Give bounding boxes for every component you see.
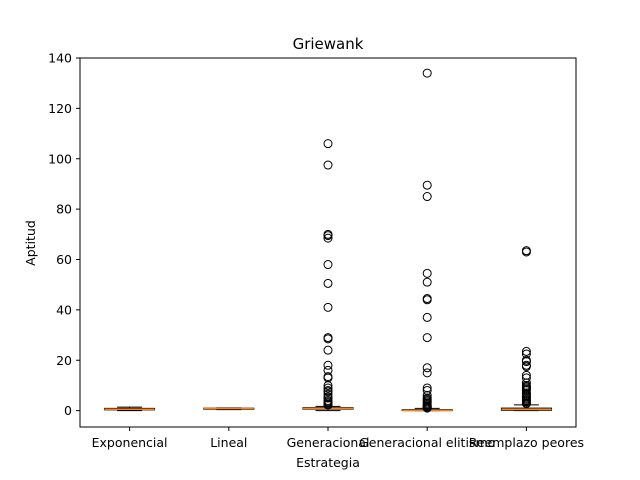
- outlier-point: [323, 334, 333, 344]
- outlier-point: [422, 368, 432, 378]
- y-tick-label: 80: [56, 202, 72, 217]
- x-tick-label: Exponencial: [92, 435, 168, 450]
- x-axis-label: Estrategia: [296, 455, 360, 470]
- x-tick-label: Generacional elitismo: [359, 435, 495, 450]
- outlier-point: [323, 139, 333, 149]
- x-tick-label: Lineal: [210, 435, 247, 450]
- outlier-point: [422, 180, 432, 190]
- outlier-point: [521, 247, 531, 257]
- outlier-point: [323, 387, 333, 397]
- box-group: [401, 68, 453, 413]
- outlier-point: [323, 278, 333, 288]
- outlier-point: [422, 268, 432, 278]
- box-group: [203, 407, 255, 411]
- x-axis: Exponencial Lineal GeneracionalGeneraciona…: [92, 427, 584, 450]
- y-tick-label: 140: [48, 51, 72, 66]
- x-tick-label: Reemplazo peores: [469, 435, 584, 450]
- x-tick-label: Generacional: [287, 435, 370, 450]
- plot-area: [104, 68, 552, 413]
- outlier-point: [323, 231, 333, 241]
- box-group: [500, 246, 552, 412]
- box-group: [302, 139, 354, 412]
- outlier-point: [323, 233, 333, 243]
- outlier-point: [521, 362, 531, 372]
- outlier-point: [422, 363, 432, 373]
- outlier-point: [422, 295, 432, 305]
- chart-title: Griewank: [293, 35, 364, 53]
- y-tick-label: 40: [56, 302, 72, 317]
- outlier-point: [521, 399, 531, 409]
- outlier-point: [323, 160, 333, 170]
- y-tick-label: 100: [48, 151, 72, 166]
- y-tick-label: 20: [56, 353, 72, 368]
- outlier-point: [422, 68, 432, 78]
- outlier-point: [323, 260, 333, 270]
- box-group: [104, 406, 156, 412]
- outlier-point: [323, 380, 333, 390]
- outlier-point: [323, 360, 333, 370]
- outlier-point: [323, 383, 333, 393]
- outlier-point: [323, 302, 333, 312]
- y-tick-label: 120: [48, 101, 72, 116]
- outlier-point: [323, 393, 333, 403]
- outlier-point: [422, 312, 432, 322]
- y-tick-label: 60: [56, 252, 72, 267]
- outlier-point: [422, 192, 432, 202]
- outlier-point: [323, 345, 333, 355]
- outlier-point: [422, 403, 432, 413]
- y-axis-label: Aptitud: [23, 220, 38, 266]
- outlier-point: [422, 277, 432, 287]
- outlier-point: [521, 357, 531, 367]
- outlier-point: [323, 400, 333, 410]
- y-axis: 0 20 40 60 80 100 120 140: [48, 51, 80, 418]
- outlier-point: [521, 346, 531, 356]
- y-tick-label: 0: [64, 403, 72, 418]
- outlier-point: [422, 333, 432, 343]
